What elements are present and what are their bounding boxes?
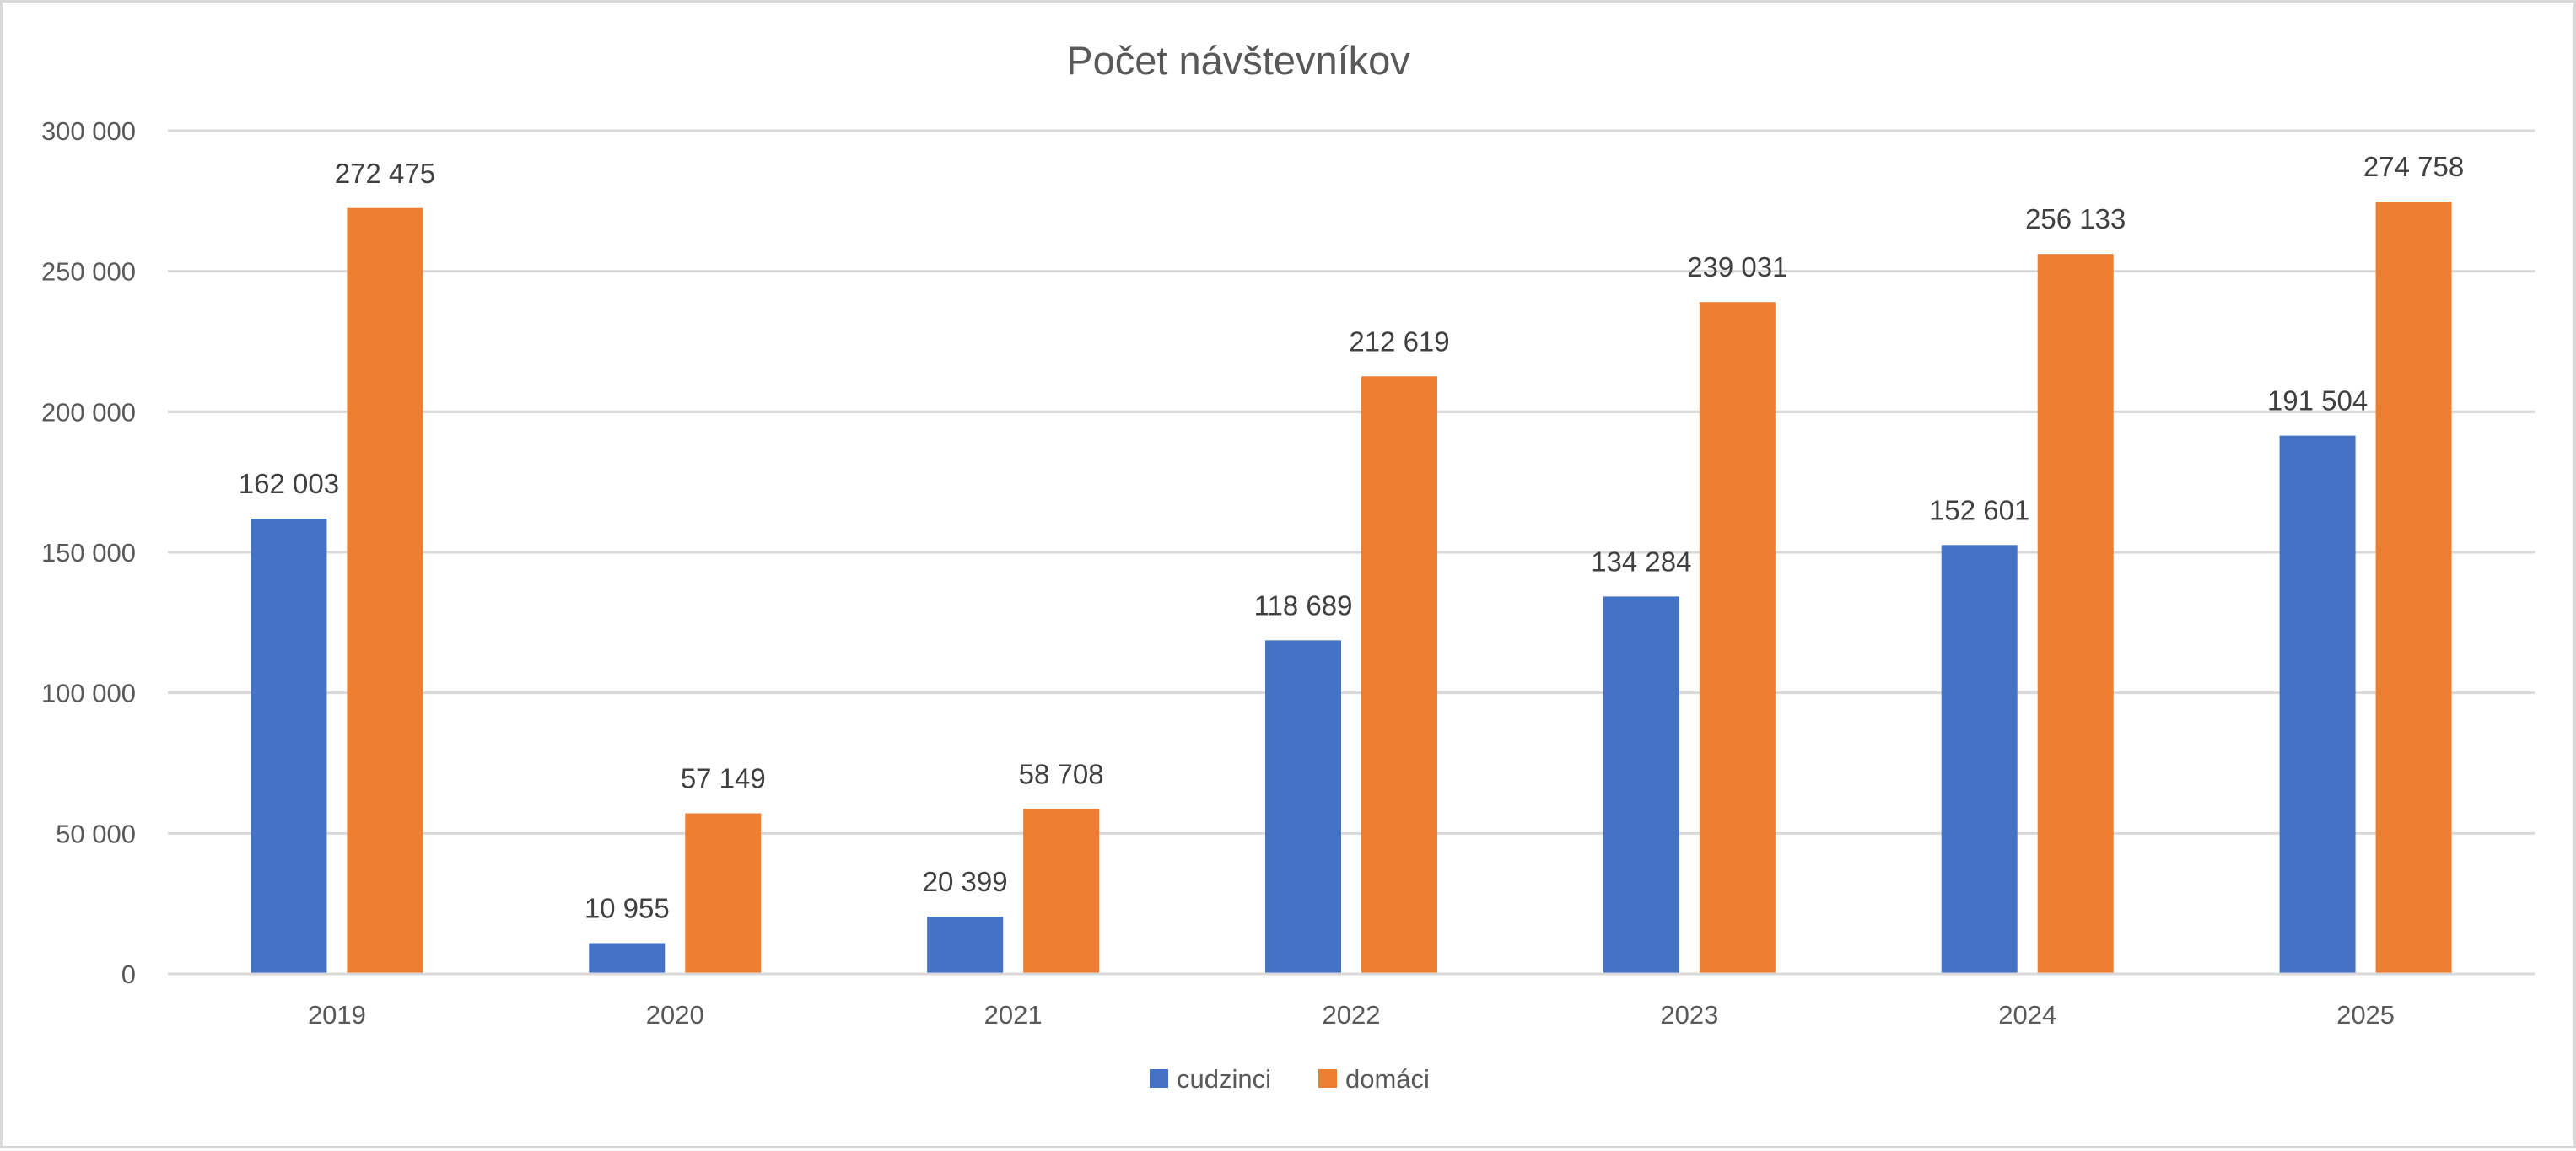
y-axis: 0 50 000 100 000 150 000 200 000 250 000 300 0… bbox=[41, 116, 136, 989]
legend-swatch-domáci bbox=[1318, 1069, 1337, 1088]
data-label: 191 504 bbox=[2267, 385, 2368, 417]
x-tick-label: 2020 bbox=[646, 1000, 704, 1030]
data-label: 57 149 bbox=[681, 763, 766, 794]
x-tick-label: 2024 bbox=[1998, 1000, 2056, 1030]
x-axis: 2019 2020 2021 2022 2023 2024 2025 bbox=[168, 972, 2535, 1030]
bar-cudzinci-2024 bbox=[1941, 545, 2018, 974]
bar-domáci-2019 bbox=[347, 207, 423, 974]
x-tick-label: 2022 bbox=[1323, 1000, 1381, 1030]
bars bbox=[251, 202, 2452, 975]
y-tick-label: 100 000 bbox=[41, 679, 136, 708]
bar-domáci-2023 bbox=[1699, 302, 1776, 975]
bar-domáci-2024 bbox=[2037, 254, 2114, 974]
data-label: 58 708 bbox=[1019, 758, 1104, 789]
bar-domáci-2021 bbox=[1023, 809, 1100, 974]
gridlines bbox=[168, 129, 2535, 976]
bar-cudzinci-2025 bbox=[2279, 435, 2356, 974]
data-label: 152 601 bbox=[1929, 494, 2029, 525]
data-label: 212 619 bbox=[1349, 325, 1449, 357]
bar-domáci-2025 bbox=[2375, 202, 2452, 974]
data-label: 162 003 bbox=[239, 468, 339, 499]
x-tick-label: 2025 bbox=[2336, 1000, 2395, 1030]
legend-swatch-cudzinci bbox=[1150, 1069, 1168, 1088]
y-tick-label: 200 000 bbox=[41, 397, 136, 427]
bar-domáci-2020 bbox=[685, 813, 762, 974]
chart-title: Počet návštevníkov bbox=[1066, 38, 1410, 83]
y-tick-label: 0 bbox=[121, 960, 136, 989]
y-tick-label: 150 000 bbox=[41, 538, 136, 567]
bar-chart: Počet návštevníkov 0 50 000 100 000 150 000… bbox=[41, 38, 2535, 1094]
data-label: 10 955 bbox=[585, 892, 670, 923]
bar-cudzinci-2023 bbox=[1603, 596, 1679, 974]
bar-cudzinci-2022 bbox=[1265, 640, 1341, 974]
bar-cudzinci-2019 bbox=[251, 518, 327, 974]
bar-cudzinci-2020 bbox=[589, 943, 666, 974]
bar-cudzinci-2021 bbox=[927, 917, 1004, 974]
legend: cudzinci domáci bbox=[1150, 1064, 1430, 1094]
data-label: 134 284 bbox=[1591, 546, 1691, 577]
data-label: 274 758 bbox=[2363, 151, 2464, 182]
y-tick-label: 300 000 bbox=[41, 116, 136, 146]
x-tick-label: 2021 bbox=[984, 1000, 1043, 1030]
x-tick-label: 2023 bbox=[1660, 1000, 1718, 1030]
data-label: 272 475 bbox=[335, 158, 435, 189]
bar-domáci-2022 bbox=[1361, 376, 1437, 974]
data-label: 239 031 bbox=[1687, 251, 1787, 282]
legend-label: domáci bbox=[1345, 1064, 1430, 1094]
data-label: 118 689 bbox=[1254, 589, 1353, 621]
legend-label: cudzinci bbox=[1177, 1064, 1271, 1094]
y-tick-label: 250 000 bbox=[41, 257, 136, 287]
data-label: 20 399 bbox=[923, 866, 1008, 897]
data-label: 256 133 bbox=[2025, 203, 2126, 234]
data-labels: 162 003 272 475 10 955 57 149 20 399 58 708 11… bbox=[239, 151, 2464, 923]
y-tick-label: 50 000 bbox=[56, 819, 136, 848]
x-tick-label: 2019 bbox=[308, 1000, 366, 1030]
